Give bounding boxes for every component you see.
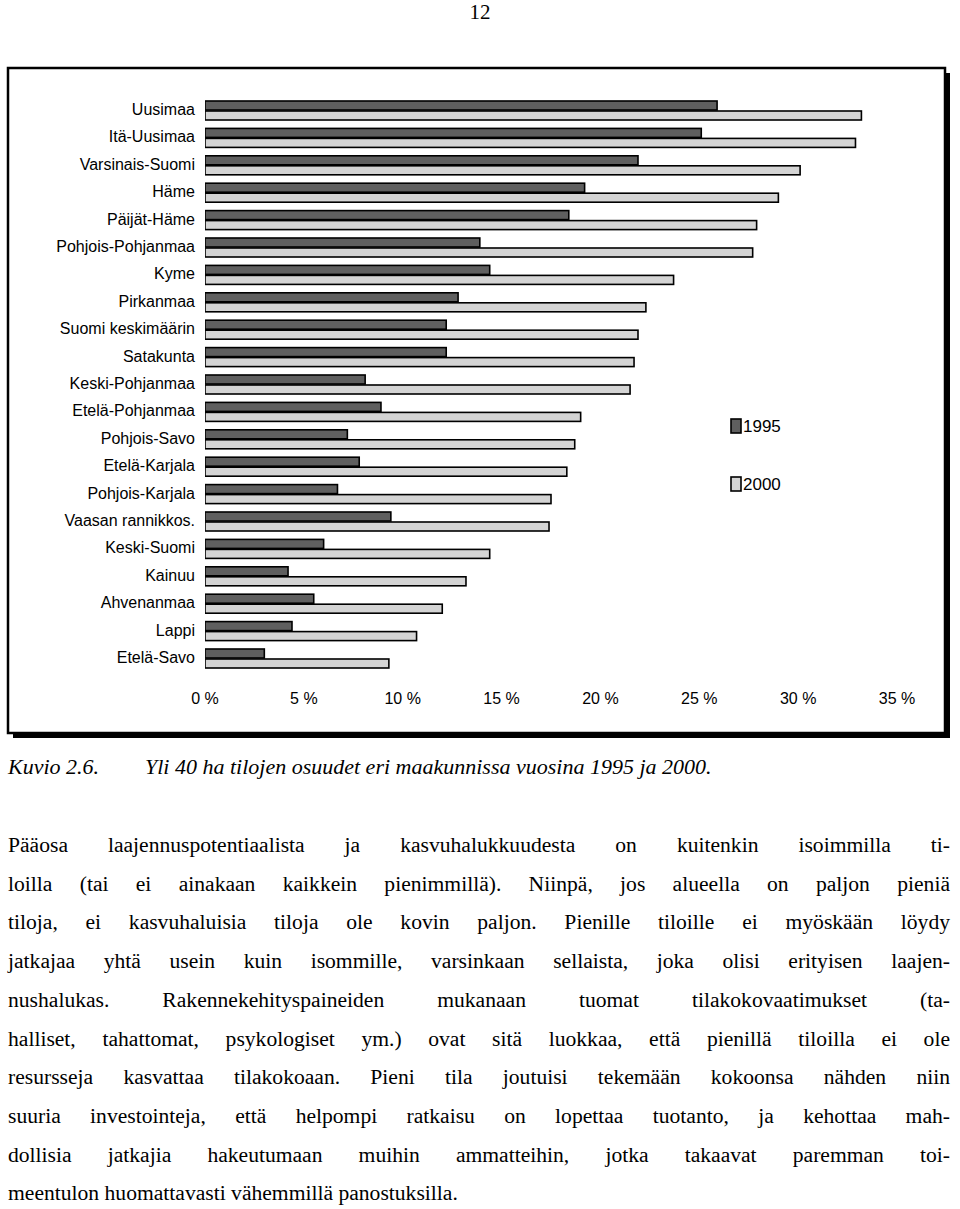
bar xyxy=(205,303,646,312)
bar xyxy=(205,522,549,531)
legend-swatch xyxy=(731,419,741,433)
bar xyxy=(205,248,753,257)
category-label: Uusimaa xyxy=(132,101,195,118)
body-line: resursseja kasvattaa tilakokoaan. Pieni … xyxy=(8,1062,950,1092)
category-label: Häme xyxy=(152,183,195,200)
bar xyxy=(205,265,490,274)
bar xyxy=(205,111,861,120)
category-label: Pohjois-Savo xyxy=(101,430,195,447)
tick-label: 20 % xyxy=(582,690,618,707)
bar xyxy=(205,138,855,147)
bar xyxy=(205,467,567,476)
category-label: Kyme xyxy=(154,265,195,282)
bar xyxy=(205,402,381,411)
bar xyxy=(205,385,630,394)
bar xyxy=(205,577,466,586)
legend-label: 2000 xyxy=(743,475,781,494)
bar xyxy=(205,649,264,658)
body-line: nushalukas. Rakennekehityspaineiden muka… xyxy=(8,985,950,1015)
tick-label: 35 % xyxy=(879,690,915,707)
category-label: Etelä-Pohjanmaa xyxy=(72,402,195,419)
bar xyxy=(205,567,288,576)
category-label: Itä-Uusimaa xyxy=(109,128,195,145)
bar xyxy=(205,166,800,175)
category-label: Varsinais-Suomi xyxy=(80,156,195,173)
bar xyxy=(205,485,337,494)
category-label: Keski-Suomi xyxy=(105,539,195,556)
category-label: Pohjois-Karjala xyxy=(87,485,195,502)
page-number: 12 xyxy=(0,0,960,24)
bar xyxy=(205,632,417,641)
tick-label: 15 % xyxy=(483,690,519,707)
legend-swatch xyxy=(731,477,741,491)
bar xyxy=(205,440,575,449)
category-label: Suomi keskimäärin xyxy=(60,320,195,337)
tick-label: 25 % xyxy=(681,690,717,707)
category-label: Etelä-Savo xyxy=(117,649,195,666)
bar xyxy=(205,320,446,329)
bar xyxy=(205,512,391,521)
page: 12 Uusimaa Itä-Uusimaa Varsinais-Suomi Häme P… xyxy=(0,0,960,1209)
bar xyxy=(205,238,480,247)
bar xyxy=(205,622,292,631)
category-label: Lappi xyxy=(156,622,195,639)
bar xyxy=(205,495,551,504)
bar xyxy=(205,604,442,613)
bar xyxy=(205,211,569,220)
bar xyxy=(205,549,490,558)
chart: Uusimaa Itä-Uusimaa Varsinais-Suomi Häme Päi… xyxy=(0,0,960,740)
body-line: tiloja, ei kasvuhaluisia tiloja ole kovi… xyxy=(8,907,950,937)
legend-label: 1995 xyxy=(743,417,781,436)
tick-label: 10 % xyxy=(384,690,420,707)
bar xyxy=(205,183,585,192)
caption-text: Yli 40 ha tilojen osuudet eri maakunniss… xyxy=(145,753,712,781)
bar xyxy=(205,375,365,384)
tick-label: 0 % xyxy=(191,690,219,707)
bar xyxy=(205,293,458,302)
category-label: Pohjois-Pohjanmaa xyxy=(56,238,195,255)
category-label: Ahvenanmaa xyxy=(101,594,195,611)
bar xyxy=(205,659,389,668)
body-line: Pääosa laajennuspotentiaalista ja kasvuh… xyxy=(8,830,950,860)
category-label: Kainuu xyxy=(145,567,195,584)
body-line: jatkajaa yhtä usein kuin isommille, vars… xyxy=(8,946,950,976)
body-line: loilla (tai ei ainakaan kaikkein pienimm… xyxy=(8,869,950,899)
frame xyxy=(8,68,945,733)
bar xyxy=(205,430,347,439)
category-label: Päijät-Häme xyxy=(107,211,195,228)
category-label: Vaasan rannikkos. xyxy=(65,512,195,529)
bar xyxy=(205,221,757,230)
bar xyxy=(205,275,674,284)
body-line: halliset, tahattomat, psykologiset ym.) … xyxy=(8,1024,950,1054)
bars xyxy=(205,101,861,668)
bar xyxy=(205,594,314,603)
caption-label: Kuvio 2.6. xyxy=(8,753,99,781)
bar xyxy=(205,348,446,357)
tick-label: 30 % xyxy=(780,690,816,707)
category-label: Satakunta xyxy=(123,348,195,365)
body-line: suuria investointeja, että helpompi ratk… xyxy=(8,1101,950,1131)
category-label: Pirkanmaa xyxy=(119,293,196,310)
bar xyxy=(205,193,778,202)
bar xyxy=(205,101,717,110)
bar xyxy=(205,156,638,165)
category-label: Keski-Pohjanmaa xyxy=(70,375,196,392)
body-line: meentulon huomattavasti vähemmillä panos… xyxy=(8,1178,950,1208)
bar xyxy=(205,412,581,421)
tick-label: 5 % xyxy=(290,690,318,707)
bar xyxy=(205,358,634,367)
category-label: Etelä-Karjala xyxy=(103,457,195,474)
body-line: dollisia jatkajia hakeutumaan muihin amm… xyxy=(8,1140,950,1170)
bar xyxy=(205,457,359,466)
bar xyxy=(205,330,638,339)
bar xyxy=(205,539,324,548)
bar xyxy=(205,128,701,137)
